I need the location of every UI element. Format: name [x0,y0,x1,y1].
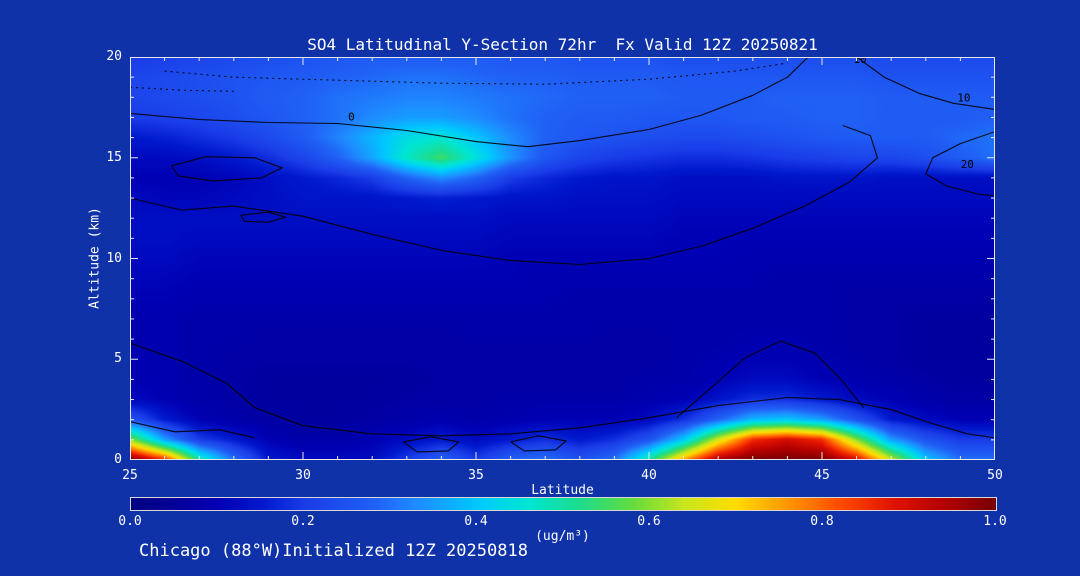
colorbar-tick-label: 0.2 [291,514,315,529]
contour-label: 10 [957,91,970,104]
contour-line [510,435,567,452]
contour-line [856,57,995,110]
heatmap-canvas [130,57,995,460]
contour-line [925,131,995,197]
contour-line [402,436,460,453]
y-axis-label: Altitude (km) [87,207,103,309]
colorbar-tick-label: 0.4 [464,514,488,529]
contour-line [130,86,234,92]
x-tick-label: 25 [122,468,138,483]
x-axis-label: Latitude [531,483,594,498]
y-tick-label: 5 [114,351,122,367]
x-tick-label: 40 [641,468,657,483]
contour-label: 0 [348,110,355,123]
colorbar-tick-label: 0.0 [118,514,142,529]
chart-title: SO4 Latitudinal Y-Section 72hr Fx Valid … [307,35,818,54]
contour-line [130,124,878,266]
colorbar-gradient [131,498,996,510]
contour-label: 20 [961,158,974,171]
x-tick-label: 50 [987,468,1003,483]
contour-line [130,342,995,439]
colorbar-unit-label: (ug/m³) [535,529,590,544]
y-tick-label: 20 [106,49,122,64]
contour-line [240,211,287,223]
x-tick-label: 30 [295,468,311,483]
y-tick-label: 0 [114,452,122,467]
contour-line [164,62,788,85]
y-tick-label: 15 [106,149,122,165]
colorbar-tick-label: 0.6 [637,514,661,529]
contour-overlay: 0 10 10 20 [130,57,995,460]
x-tick-label: 45 [814,468,830,483]
contour-line [171,156,283,182]
axis-frame [130,57,995,460]
footer-caption: Chicago (88°W)Initialized 12Z 20250818 [139,541,528,561]
contour-line [676,340,864,419]
contour-line [130,57,809,148]
x-tick-label: 35 [468,468,484,483]
colorbar [130,497,997,511]
contour-line [130,421,255,439]
plot-area: 0 10 10 20 [130,57,995,460]
contour-label: 10 [853,57,866,66]
colorbar-tick-label: 0.8 [810,514,834,529]
colorbar-tick-label: 1.0 [983,514,1007,529]
